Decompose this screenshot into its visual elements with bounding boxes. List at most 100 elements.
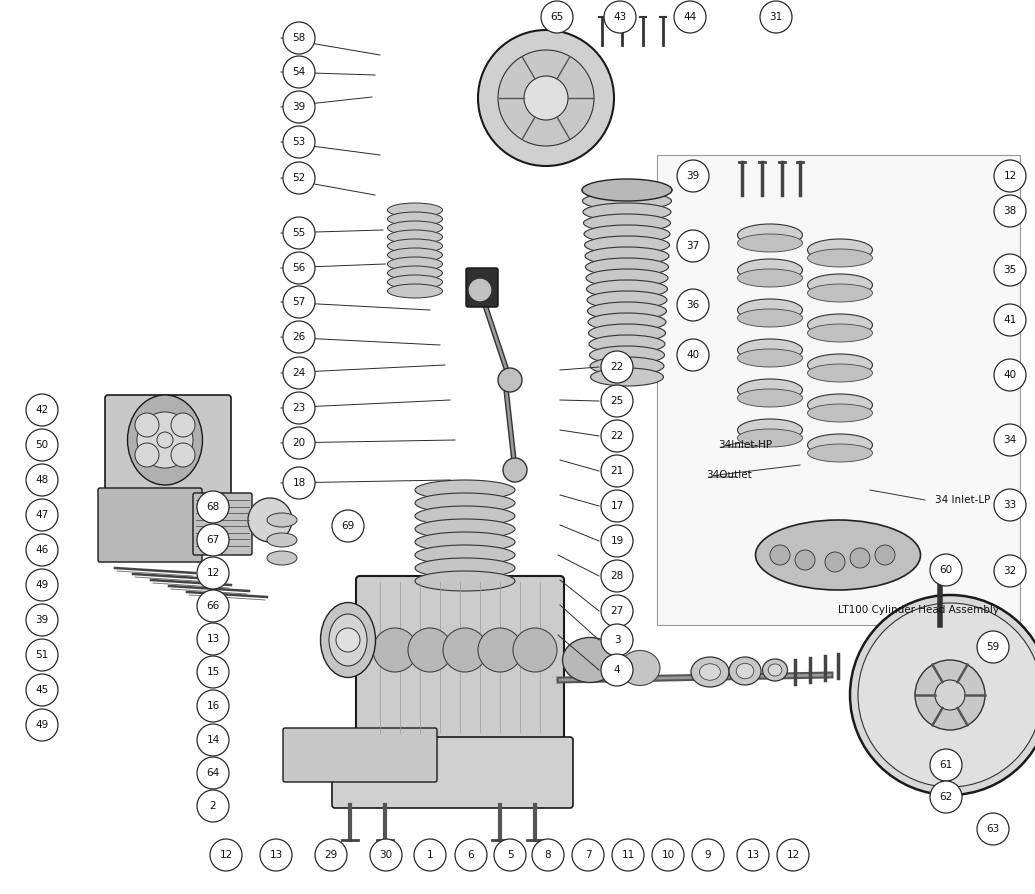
Circle shape [26, 674, 58, 706]
Circle shape [283, 467, 315, 499]
Circle shape [135, 413, 159, 437]
Ellipse shape [415, 480, 515, 500]
Ellipse shape [589, 324, 666, 342]
Ellipse shape [807, 274, 873, 296]
Text: 25: 25 [611, 396, 624, 406]
Ellipse shape [807, 324, 873, 342]
FancyBboxPatch shape [193, 493, 252, 555]
Text: 45: 45 [35, 685, 49, 695]
Ellipse shape [321, 603, 376, 678]
Ellipse shape [729, 657, 761, 685]
Circle shape [468, 278, 492, 302]
Circle shape [498, 50, 594, 146]
Ellipse shape [738, 269, 802, 287]
Circle shape [283, 357, 315, 389]
Text: 30: 30 [380, 850, 392, 860]
Circle shape [157, 432, 173, 448]
Text: 48: 48 [35, 475, 49, 485]
Text: 12: 12 [206, 568, 219, 578]
Circle shape [494, 839, 526, 871]
Circle shape [26, 499, 58, 531]
Circle shape [503, 458, 527, 482]
Circle shape [601, 654, 633, 686]
Circle shape [283, 126, 315, 158]
Ellipse shape [582, 181, 672, 199]
Ellipse shape [267, 551, 297, 565]
Ellipse shape [807, 249, 873, 267]
Text: 39: 39 [35, 615, 49, 625]
Circle shape [977, 813, 1009, 845]
Ellipse shape [807, 434, 873, 456]
Ellipse shape [267, 533, 297, 547]
Circle shape [283, 392, 315, 424]
Text: 28: 28 [611, 571, 624, 581]
Text: 3: 3 [614, 635, 620, 645]
Ellipse shape [387, 266, 443, 280]
Circle shape [601, 420, 633, 452]
Ellipse shape [387, 203, 443, 217]
Circle shape [674, 1, 706, 33]
Text: 67: 67 [206, 535, 219, 545]
Ellipse shape [415, 545, 515, 565]
Text: 49: 49 [35, 720, 49, 730]
Ellipse shape [738, 379, 802, 401]
Text: 31: 31 [769, 12, 782, 22]
Text: 21: 21 [611, 466, 624, 476]
Ellipse shape [586, 269, 668, 287]
Circle shape [336, 628, 360, 652]
Circle shape [994, 195, 1026, 227]
Circle shape [601, 385, 633, 417]
Circle shape [601, 624, 633, 656]
Circle shape [930, 554, 962, 586]
Ellipse shape [415, 493, 515, 513]
Text: 34Outlet: 34Outlet [706, 470, 751, 480]
Circle shape [601, 525, 633, 557]
Circle shape [541, 1, 573, 33]
Text: 64: 64 [206, 768, 219, 778]
Text: 34: 34 [1003, 435, 1016, 445]
Circle shape [197, 524, 229, 556]
Text: 13: 13 [746, 850, 760, 860]
Ellipse shape [590, 346, 664, 364]
Ellipse shape [807, 444, 873, 462]
Text: 27: 27 [611, 606, 624, 616]
Text: 60: 60 [940, 565, 952, 575]
Circle shape [478, 628, 522, 672]
Text: 40: 40 [686, 350, 700, 360]
Text: 12: 12 [787, 850, 800, 860]
Circle shape [373, 628, 417, 672]
Ellipse shape [807, 404, 873, 422]
Circle shape [26, 709, 58, 741]
Text: 62: 62 [940, 792, 952, 802]
Ellipse shape [387, 221, 443, 235]
Circle shape [197, 590, 229, 622]
Ellipse shape [587, 280, 668, 298]
Text: 1: 1 [426, 850, 434, 860]
Circle shape [994, 160, 1026, 192]
Text: 65: 65 [551, 12, 564, 22]
Circle shape [171, 413, 195, 437]
Circle shape [332, 510, 364, 542]
Ellipse shape [807, 364, 873, 382]
Circle shape [283, 252, 315, 284]
Ellipse shape [415, 519, 515, 539]
Text: 18: 18 [292, 478, 305, 488]
Circle shape [260, 839, 292, 871]
Text: 22: 22 [611, 431, 624, 441]
Ellipse shape [387, 230, 443, 244]
Text: 12: 12 [219, 850, 233, 860]
Circle shape [197, 790, 229, 822]
Text: 42: 42 [35, 405, 49, 415]
Ellipse shape [738, 224, 802, 246]
Ellipse shape [588, 302, 667, 320]
FancyBboxPatch shape [356, 576, 564, 739]
Ellipse shape [587, 291, 667, 309]
Circle shape [994, 489, 1026, 521]
Circle shape [601, 351, 633, 383]
Text: 57: 57 [292, 297, 305, 307]
Ellipse shape [589, 335, 666, 353]
FancyBboxPatch shape [332, 737, 573, 808]
Circle shape [604, 1, 635, 33]
Ellipse shape [807, 354, 873, 376]
Circle shape [443, 628, 487, 672]
